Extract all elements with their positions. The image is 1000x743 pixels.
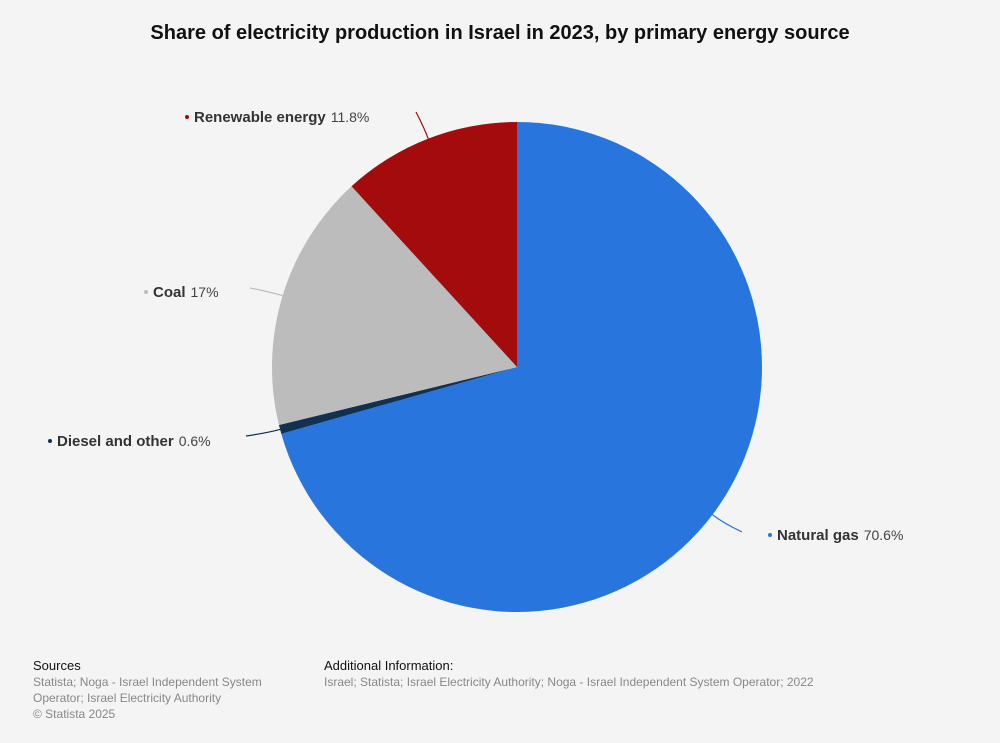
- connector-renewable-energy: [415, 111, 429, 139]
- pie-slice-diesel-and-other[interactable]: [278, 367, 517, 434]
- connector-coal: [249, 287, 283, 297]
- sources-line-1: Statista; Noga - Israel Independent Syst…: [33, 675, 262, 689]
- label-name-natural-gas: Natural gas: [777, 527, 859, 544]
- label-name-renewable-energy: Renewable energy: [194, 109, 326, 126]
- legend-bullet-diesel-and-other: [48, 439, 52, 443]
- chart-title: Share of electricity production in Israe…: [150, 22, 850, 44]
- data-label-coal: Coal 17%: [153, 284, 219, 301]
- copyright: © Statista 2025: [33, 707, 116, 721]
- label-value-natural-gas: 70.6%: [864, 527, 904, 543]
- pie-slice-natural-gas[interactable]: [281, 122, 762, 612]
- data-label-natural-gas: Natural gas 70.6%: [777, 527, 903, 544]
- connector-diesel-and-other: [245, 428, 281, 437]
- legend-bullet-natural-gas: [768, 533, 772, 537]
- data-label-renewable-energy: Renewable energy 11.8%: [194, 109, 369, 126]
- label-value-renewable-energy: 11.8%: [331, 109, 370, 125]
- label-value-diesel-and-other: 0.6%: [179, 433, 211, 449]
- additional-info-block: Additional Information: Israel; Statista…: [324, 658, 964, 690]
- label-name-diesel-and-other: Diesel and other: [57, 433, 174, 450]
- connector-natural-gas: [712, 514, 743, 533]
- pie-slice-renewable-energy[interactable]: [351, 122, 517, 367]
- pie-chart: Natural gas 70.6% Diesel and other 0.6% Coal…: [48, 109, 903, 612]
- legend-bullet-coal: [144, 290, 148, 294]
- data-label-diesel-and-other: Diesel and other 0.6%: [57, 433, 211, 450]
- pie-slice-coal[interactable]: [271, 186, 517, 425]
- additional-info-heading: Additional Information:: [324, 658, 454, 673]
- label-value-coal: 17%: [191, 284, 219, 300]
- sources-heading: Sources: [33, 658, 81, 673]
- sources-block: Sources Statista; Noga - Israel Independ…: [33, 658, 293, 722]
- label-name-coal: Coal: [153, 284, 186, 301]
- sources-line-2: Operator; Israel Electricity Authority: [33, 691, 222, 705]
- additional-info-text: Israel; Statista; Israel Electricity Aut…: [324, 675, 814, 689]
- legend-bullet-renewable-energy: [185, 115, 189, 119]
